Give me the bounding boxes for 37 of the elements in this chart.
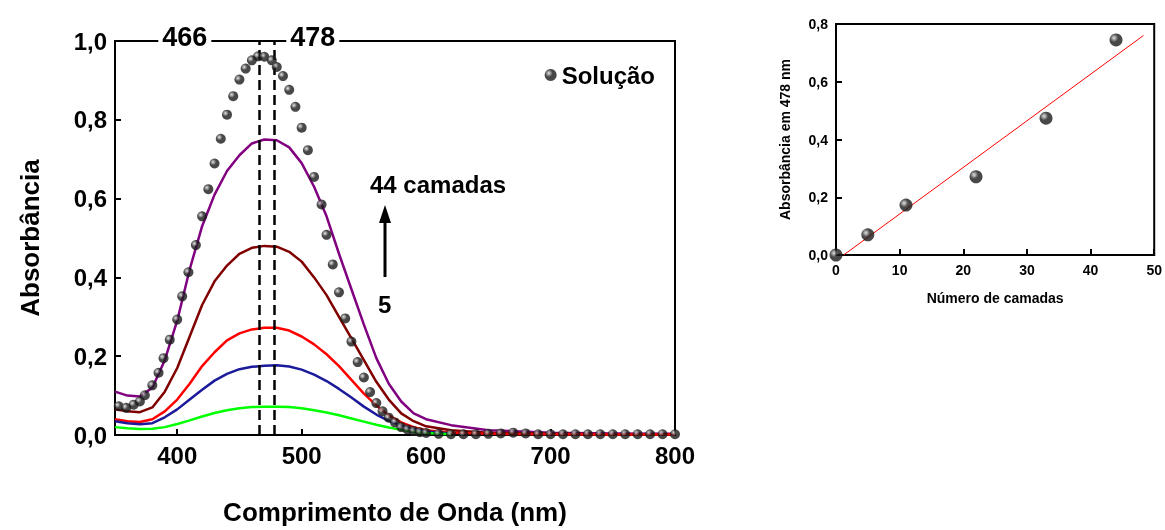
y-tick-label: 0,2 bbox=[73, 342, 107, 370]
y-tick-label: 0,4 bbox=[808, 131, 829, 148]
point bbox=[899, 198, 913, 212]
x-tick-label: 10 bbox=[891, 262, 908, 278]
y-tick-label: 0,0 bbox=[73, 421, 107, 449]
x-tick-label: 700 bbox=[530, 441, 571, 469]
ref-line-label: 466 bbox=[162, 22, 208, 52]
legend-label: Solução bbox=[561, 61, 656, 89]
y-tick-label: 0,4 bbox=[73, 263, 108, 291]
point bbox=[861, 228, 875, 242]
x-tick-label: 50 bbox=[1146, 262, 1163, 278]
x-tick-label: 400 bbox=[157, 441, 198, 469]
annotation: 5 bbox=[378, 290, 392, 318]
x-tick-label: 500 bbox=[281, 441, 322, 469]
point bbox=[969, 170, 983, 184]
y-tick-label: 0,2 bbox=[808, 189, 829, 206]
y-tick-label: 0,6 bbox=[808, 73, 829, 90]
y-tick-label: 1,0 bbox=[73, 27, 107, 55]
y-axis-title: Absorbância em 478 nm bbox=[777, 58, 793, 221]
x-tick-label: 800 bbox=[654, 441, 696, 469]
y-tick-label: 0,6 bbox=[73, 185, 107, 213]
point bbox=[1039, 111, 1053, 125]
x-tick-label: 40 bbox=[1082, 262, 1099, 278]
annotation: 44 camadas bbox=[370, 170, 507, 198]
y-tick-label: 0,8 bbox=[808, 16, 829, 32]
y-tick-label: 0,8 bbox=[73, 106, 107, 134]
x-axis-title: Comprimento de Onda (nm) bbox=[223, 497, 567, 527]
y-tick-label: 0,0 bbox=[808, 247, 829, 263]
y-axis-title: Absorbância bbox=[15, 158, 45, 317]
x-tick-label: 600 bbox=[406, 441, 447, 469]
point bbox=[829, 248, 843, 262]
x-tick-label: 30 bbox=[1019, 262, 1035, 278]
ref-line-label: 478 bbox=[290, 22, 336, 52]
x-tick-label: 20 bbox=[955, 262, 972, 278]
x-tick-label: 0 bbox=[832, 262, 841, 278]
point bbox=[1109, 33, 1123, 47]
x-axis-title: Número de camadas bbox=[926, 290, 1064, 306]
